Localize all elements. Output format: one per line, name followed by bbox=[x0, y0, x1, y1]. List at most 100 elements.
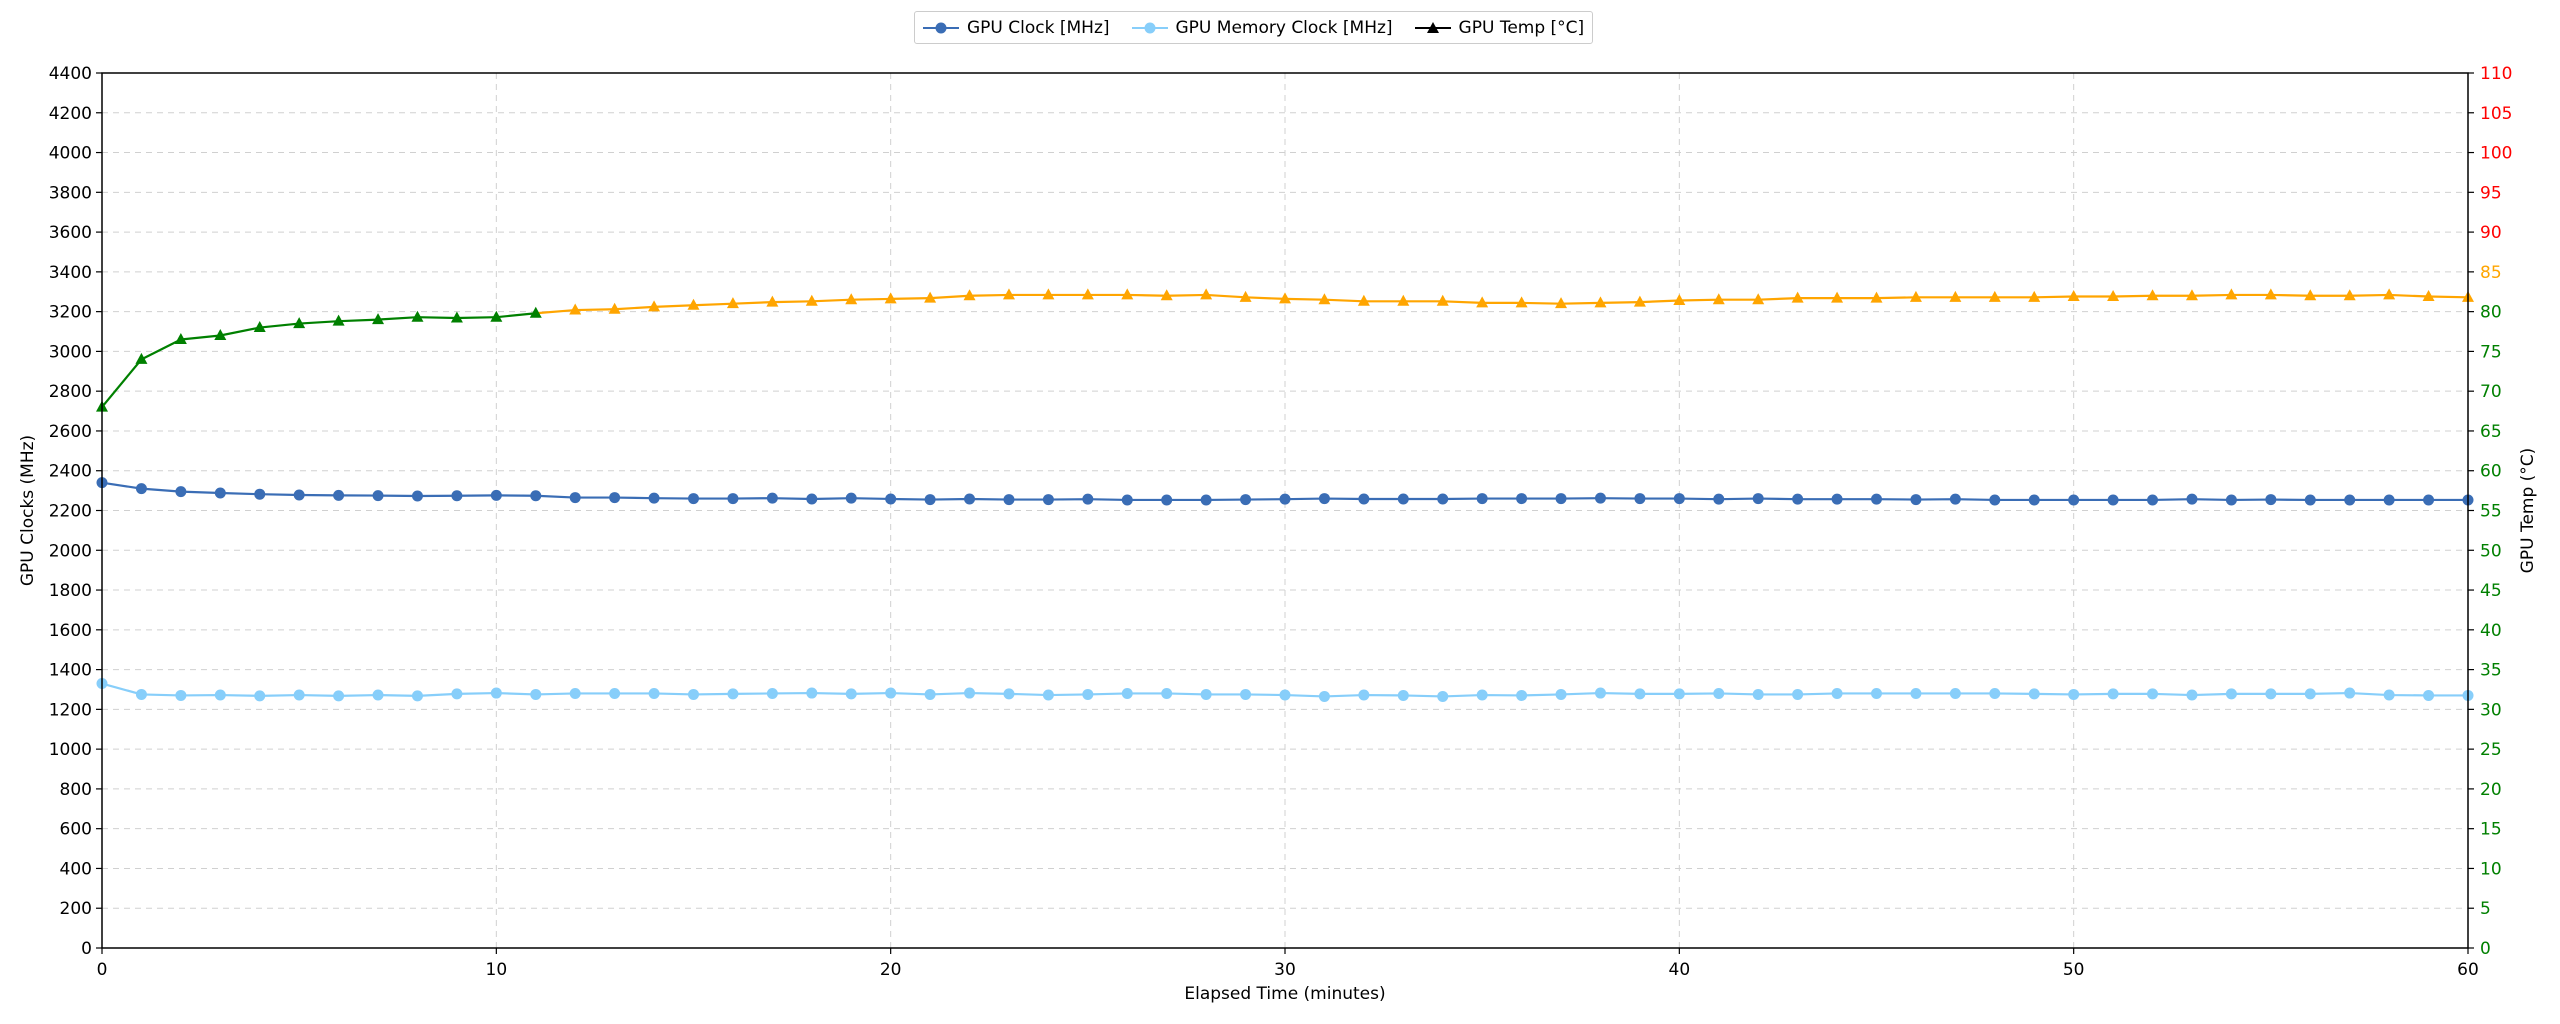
data-point bbox=[1752, 493, 1764, 505]
data-point bbox=[1121, 687, 1133, 699]
data-point bbox=[214, 487, 226, 499]
series-segment bbox=[2428, 295, 2469, 299]
data-point bbox=[1792, 493, 1804, 505]
series-segment bbox=[299, 320, 339, 325]
series-segment bbox=[1758, 297, 1798, 301]
series-segment bbox=[259, 322, 300, 329]
series-segment bbox=[732, 300, 773, 305]
data-point bbox=[648, 687, 660, 699]
y2-tick-label: 35 bbox=[2480, 661, 2502, 681]
data-point bbox=[490, 687, 502, 699]
data-point-triangle bbox=[1042, 288, 1055, 300]
series-segment bbox=[377, 316, 418, 321]
y2-tick-label: 40 bbox=[2480, 621, 2502, 641]
data-point-triangle bbox=[726, 297, 739, 309]
y-tick-label: 1000 bbox=[49, 740, 92, 760]
data-point bbox=[2423, 689, 2435, 701]
data-point bbox=[1871, 687, 1882, 699]
data-point bbox=[648, 492, 660, 504]
series-segment bbox=[2270, 293, 2311, 297]
data-point bbox=[1121, 494, 1133, 506]
y-tick-label: 600 bbox=[60, 820, 92, 840]
y-tick-label: 1800 bbox=[49, 581, 92, 601]
y-tick-label: 2800 bbox=[49, 382, 92, 402]
data-point bbox=[845, 688, 857, 700]
data-point bbox=[1555, 493, 1567, 505]
data-point bbox=[569, 492, 581, 504]
data-point-triangle bbox=[2304, 289, 2317, 301]
y2-tick-label: 55 bbox=[2480, 502, 2502, 522]
legend-item-gpu-memory-clock: GPU Memory Clock [MHz] bbox=[1131, 18, 1393, 38]
data-point bbox=[1989, 494, 2001, 506]
data-point-triangle bbox=[2343, 289, 2356, 301]
data-point bbox=[135, 483, 147, 495]
data-point-triangle bbox=[1397, 294, 1410, 306]
y-tick-label: 1600 bbox=[49, 621, 92, 641]
series-segment bbox=[1639, 299, 1680, 304]
data-point bbox=[2186, 493, 2198, 505]
data-point-triangle bbox=[1476, 296, 1489, 308]
data-point bbox=[2028, 494, 2040, 506]
data-point-triangle bbox=[1594, 296, 1607, 308]
series-segment bbox=[220, 326, 260, 337]
y2-axis-label: GPU Temp (°C) bbox=[2518, 448, 2538, 574]
y-tick-label: 200 bbox=[60, 899, 92, 919]
y-tick-label: 3200 bbox=[49, 303, 92, 323]
data-point bbox=[2147, 494, 2159, 506]
data-point bbox=[1516, 493, 1528, 505]
y2-tick-label: 15 bbox=[2480, 820, 2502, 840]
data-point bbox=[1871, 493, 1882, 505]
series-segment bbox=[851, 297, 891, 301]
y-tick-label: 400 bbox=[60, 859, 92, 879]
data-point bbox=[411, 490, 423, 502]
data-point-triangle bbox=[963, 289, 976, 301]
legend-swatch-circle-icon bbox=[1131, 22, 1168, 33]
data-point bbox=[1910, 687, 1922, 699]
data-point bbox=[964, 687, 976, 699]
y-tick-label: 2000 bbox=[49, 541, 92, 561]
data-point-triangle bbox=[1357, 294, 1370, 306]
data-point bbox=[1318, 493, 1330, 505]
data-point bbox=[609, 492, 621, 504]
data-point bbox=[924, 688, 936, 700]
data-point bbox=[1200, 688, 1212, 700]
y2-tick-label: 45 bbox=[2480, 581, 2502, 601]
data-point-triangle bbox=[1515, 296, 1528, 308]
data-point-triangle bbox=[1870, 291, 1883, 303]
series-segment bbox=[101, 358, 143, 408]
y-tick-label: 3600 bbox=[49, 223, 92, 243]
series-segment bbox=[2034, 295, 2074, 299]
data-point-triangle bbox=[687, 298, 700, 310]
series-layer bbox=[96, 288, 2474, 702]
y-tick-label: 1200 bbox=[49, 700, 92, 720]
y2-tick-label: 85 bbox=[2480, 263, 2502, 283]
data-point bbox=[1831, 687, 1843, 699]
data-point bbox=[1673, 493, 1685, 505]
data-point bbox=[2304, 688, 2316, 700]
data-point bbox=[2225, 494, 2237, 506]
data-point bbox=[1003, 688, 1015, 700]
data-point bbox=[1752, 688, 1764, 700]
data-point-triangle bbox=[1279, 292, 1291, 304]
data-point bbox=[175, 486, 187, 498]
data-point-triangle bbox=[332, 314, 345, 326]
legend-label: GPU Clock [MHz] bbox=[967, 17, 1110, 38]
data-point bbox=[1516, 689, 1528, 701]
data-point-triangle bbox=[1949, 290, 1962, 302]
legend-swatch-triangle-icon bbox=[1414, 21, 1451, 33]
y-tick-label: 0 bbox=[81, 939, 92, 959]
series-segment bbox=[930, 294, 970, 300]
series-segment bbox=[2389, 293, 2429, 298]
series-segment bbox=[1206, 293, 1246, 299]
y-tick-label: 1400 bbox=[49, 661, 92, 681]
series-segment bbox=[969, 293, 1009, 297]
series-1 bbox=[96, 678, 2474, 702]
series-segment bbox=[811, 298, 852, 303]
data-point bbox=[1594, 687, 1606, 699]
data-point bbox=[2265, 494, 2277, 506]
data-point bbox=[806, 493, 818, 505]
data-point bbox=[885, 687, 897, 699]
data-point bbox=[1161, 494, 1173, 506]
data-point-triangle bbox=[884, 292, 897, 304]
data-point-triangle bbox=[1555, 297, 1568, 309]
